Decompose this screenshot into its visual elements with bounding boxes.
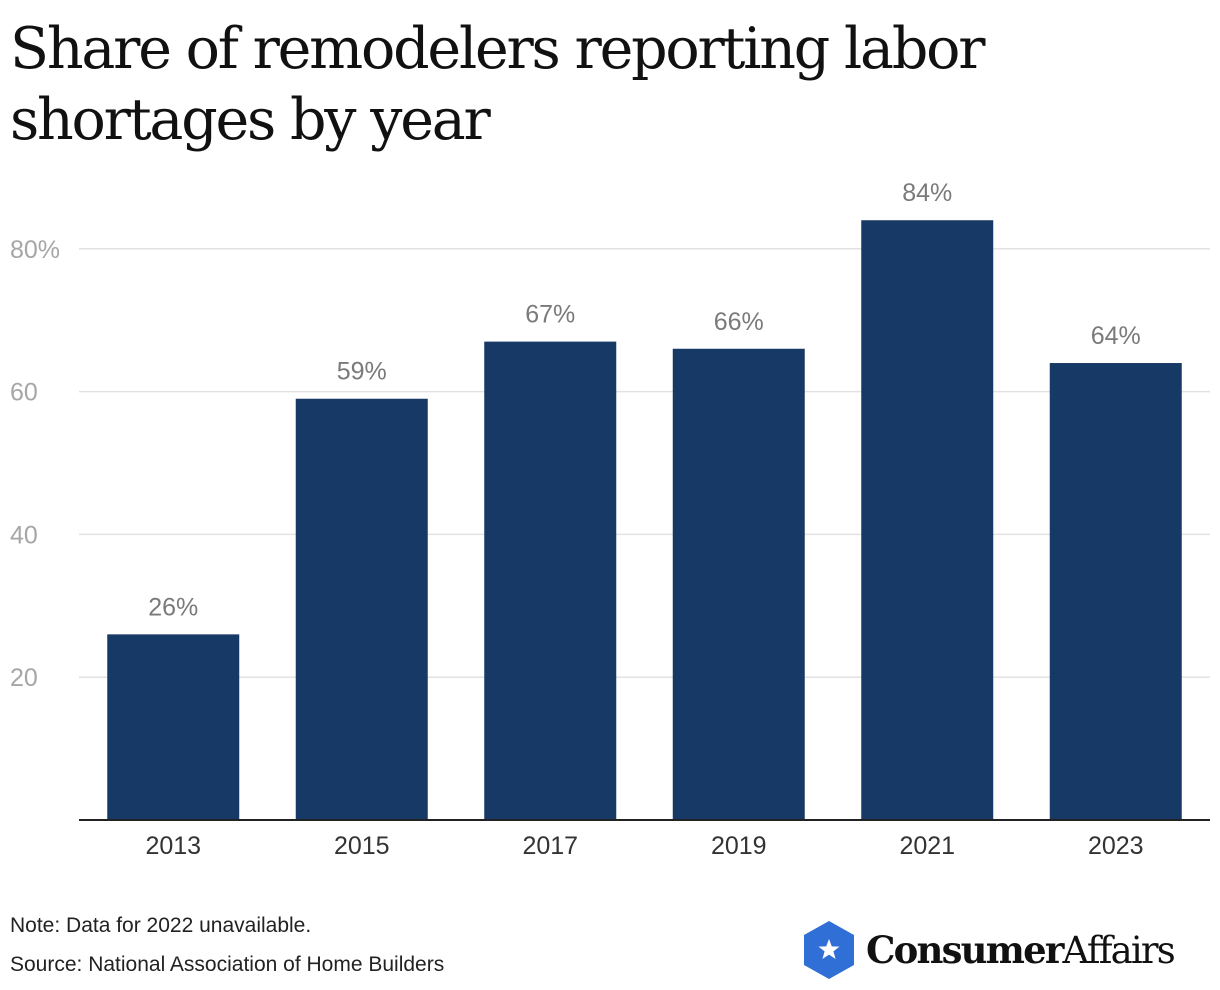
data-label: 26% bbox=[148, 593, 198, 621]
x-tick-label: 2017 bbox=[522, 832, 578, 860]
footnote: Note: Data for 2022 unavailable. bbox=[10, 914, 312, 937]
x-tick-label: 2021 bbox=[899, 832, 955, 860]
logo-wordmark: ConsumerAffairs bbox=[866, 928, 1176, 972]
bar-2021 bbox=[861, 220, 994, 821]
logo-wordmark-consumer: Consumer bbox=[866, 928, 1064, 972]
y-tick-label: 40 bbox=[10, 521, 38, 549]
consumeraffairs-logo: ConsumerAffairs bbox=[802, 918, 1176, 982]
data-label: 64% bbox=[1091, 322, 1141, 350]
bars bbox=[107, 220, 1182, 821]
x-tick-label: 2013 bbox=[145, 832, 201, 860]
bar-2019 bbox=[672, 348, 805, 820]
chart-title: Share of remodelers reporting labor shor… bbox=[10, 16, 985, 153]
y-axis-ticks: 20 40 60 80% bbox=[10, 236, 60, 692]
data-labels: 26% 59% 67% 66% 84% 64% bbox=[148, 179, 1141, 621]
y-tick-label: 20 bbox=[10, 664, 38, 692]
source-note: Source: National Association of Home Bui… bbox=[10, 953, 445, 976]
x-tick-label: 2023 bbox=[1088, 832, 1144, 860]
y-tick-label: 60 bbox=[10, 379, 38, 407]
data-label: 59% bbox=[337, 358, 387, 386]
data-label: 66% bbox=[714, 308, 764, 336]
bar-2013 bbox=[107, 634, 240, 820]
x-tick-label: 2019 bbox=[711, 832, 767, 860]
star-shield-icon bbox=[804, 921, 854, 979]
bar-2015 bbox=[295, 398, 428, 820]
data-label: 84% bbox=[902, 179, 952, 207]
x-axis-ticks: 2013 2015 2017 2019 2021 2023 bbox=[145, 832, 1143, 860]
data-label: 67% bbox=[525, 301, 575, 329]
logo-wordmark-affairs: Affairs bbox=[1062, 929, 1176, 972]
x-tick-label: 2015 bbox=[334, 832, 390, 860]
y-tick-label: 80% bbox=[10, 236, 60, 264]
bar-2017 bbox=[484, 341, 617, 820]
bar-2023 bbox=[1049, 363, 1182, 820]
gridlines bbox=[79, 248, 1210, 678]
